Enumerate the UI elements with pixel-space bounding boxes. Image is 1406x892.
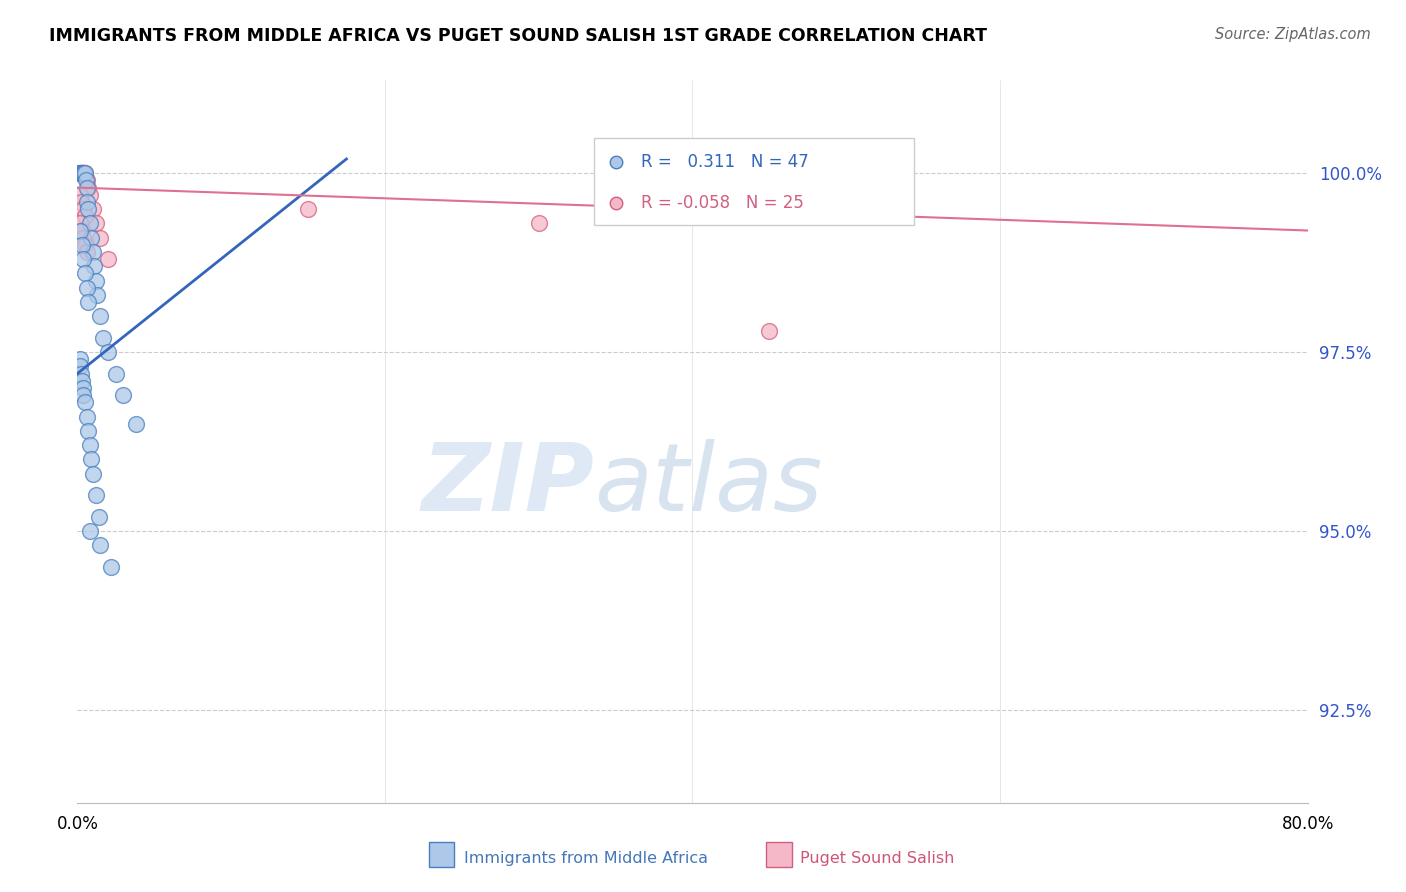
Point: [76, 409, 98, 424]
Point: [758, 324, 780, 338]
Point: [97, 345, 120, 359]
FancyBboxPatch shape: [595, 138, 914, 225]
Point: [69, 166, 91, 180]
Point: [89, 310, 111, 324]
Point: [89, 230, 111, 244]
Text: R =   0.311   N = 47: R = 0.311 N = 47: [641, 153, 808, 171]
Point: [527, 216, 550, 230]
Point: [73, 166, 96, 180]
Point: [76, 180, 98, 194]
Point: [97, 252, 120, 266]
Point: [70, 194, 93, 209]
Point: [73, 237, 96, 252]
Point: [83, 260, 105, 274]
Point: [70, 166, 93, 180]
Point: [73, 209, 96, 223]
Point: [70, 374, 93, 388]
Point: [77, 424, 100, 438]
Point: [76, 173, 98, 187]
Point: [69, 166, 91, 180]
Point: [79, 524, 101, 538]
Point: [69, 359, 91, 374]
Point: [70, 237, 93, 252]
Point: [73, 166, 96, 180]
Point: [82, 202, 104, 216]
Point: [82, 244, 104, 259]
Point: [89, 538, 111, 552]
Point: [69, 187, 91, 202]
Point: [72, 388, 94, 402]
Point: [69, 352, 91, 367]
Point: [77, 295, 100, 310]
Point: [72, 166, 94, 180]
Text: R = -0.058   N = 25: R = -0.058 N = 25: [641, 194, 804, 212]
Point: [84, 274, 107, 288]
Point: [86, 288, 108, 302]
Point: [70, 223, 93, 237]
Point: [70, 166, 93, 180]
Text: atlas: atlas: [595, 440, 823, 531]
Point: [70, 367, 93, 381]
Point: [76, 281, 98, 295]
Point: [77, 180, 100, 194]
Point: [104, 367, 127, 381]
Point: [79, 187, 101, 202]
Point: [80, 230, 103, 244]
Text: ZIP: ZIP: [422, 439, 595, 531]
Point: [79, 438, 101, 452]
Point: [72, 230, 94, 244]
Point: [69, 216, 91, 230]
Point: [73, 267, 96, 281]
Text: IMMIGRANTS FROM MIDDLE AFRICA VS PUGET SOUND SALISH 1ST GRADE CORRELATION CHART: IMMIGRANTS FROM MIDDLE AFRICA VS PUGET S…: [49, 27, 987, 45]
Point: [87, 509, 110, 524]
Point: [73, 166, 96, 180]
Point: [70, 166, 93, 180]
Point: [69, 223, 91, 237]
Point: [72, 166, 94, 180]
Point: [69, 166, 91, 180]
Point: [72, 202, 94, 216]
Point: [82, 467, 104, 481]
Text: Puget Sound Salish: Puget Sound Salish: [800, 851, 955, 865]
Point: [80, 452, 103, 467]
Point: [84, 488, 107, 502]
Point: [79, 216, 101, 230]
Point: [72, 166, 94, 180]
Point: [67, 166, 90, 180]
Point: [72, 252, 94, 266]
Point: [84, 216, 107, 230]
Point: [72, 381, 94, 395]
Point: [112, 388, 135, 402]
Point: [125, 417, 148, 431]
Point: [72, 166, 94, 180]
Point: [76, 244, 98, 259]
Point: [93, 331, 115, 345]
Text: Immigrants from Middle Africa: Immigrants from Middle Africa: [464, 851, 709, 865]
Point: [73, 395, 96, 409]
Point: [75, 173, 97, 187]
Point: [76, 194, 98, 209]
Text: Source: ZipAtlas.com: Source: ZipAtlas.com: [1215, 27, 1371, 42]
Point: [297, 202, 319, 216]
Point: [100, 559, 122, 574]
Point: [77, 202, 100, 216]
